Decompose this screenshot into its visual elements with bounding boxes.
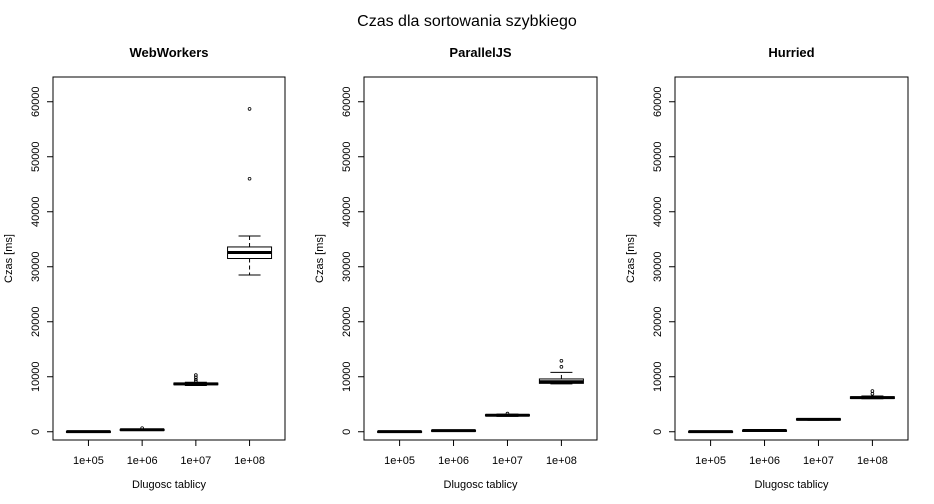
x-tick-label: 1e+07 — [180, 455, 211, 467]
x-tick-label: 1e+05 — [73, 455, 104, 467]
x-tick-label: 1e+05 — [384, 455, 415, 467]
y-tick-label: 40000 — [30, 196, 42, 227]
panel-webworkers: WebWorkers 0 10000 20000 30000 40000 50000 6000… — [3, 45, 286, 491]
outlier-point — [247, 107, 252, 111]
y-tick-label: 40000 — [652, 196, 664, 227]
x-tick-label: 1e+06 — [127, 455, 158, 467]
y-axis-label: Czas [ms] — [3, 234, 15, 283]
plot-frame — [674, 76, 909, 441]
panel-hurried: Hurried 0 10000 20000 30000 40000 50000 60000 Cz… — [625, 45, 909, 491]
y-tick-label: 10000 — [652, 361, 664, 392]
x-tick-label: 1e+07 — [492, 455, 523, 467]
y-tick-label: 20000 — [30, 306, 42, 337]
box-1e+07 — [173, 373, 219, 387]
outlier-point — [194, 377, 198, 382]
panel-title: Hurried — [768, 45, 814, 60]
panel-title: ParallelJS — [449, 45, 511, 60]
box-1e+07 — [795, 417, 841, 421]
box-1e+05 — [377, 430, 423, 434]
x-tick-label: 1e+07 — [803, 455, 834, 467]
outlier-point — [559, 358, 564, 363]
y-tick-label: 30000 — [341, 251, 353, 282]
y-tick-label: 10000 — [30, 361, 42, 392]
outlier-point — [559, 365, 564, 369]
outlier-point — [247, 176, 252, 181]
x-tick-label: 1e+05 — [695, 455, 726, 467]
box-1e+06 — [119, 426, 165, 432]
y-tick-label: 50000 — [652, 141, 664, 172]
x-axis-label: Dlugosc tablicy — [444, 479, 518, 491]
y-tick-label: 60000 — [652, 86, 664, 117]
x-tick-label: 1e+06 — [749, 455, 780, 467]
y-tick-label: 0 — [30, 429, 42, 435]
y-tick-label: 20000 — [652, 306, 664, 337]
box-1e+08 — [538, 358, 584, 385]
panel-paralleljs: ParallelJS 0 10000 20000 30000 40000 50000 6000… — [314, 45, 598, 491]
x-axis-label: Dlugosc tablicy — [132, 479, 206, 491]
x-tick-label: 1e+08 — [234, 455, 265, 467]
outlier-point — [505, 411, 510, 416]
y-tick-label: 0 — [341, 429, 353, 435]
y-tick-label: 60000 — [30, 86, 42, 117]
x-axis-label: Dlugosc tablicy — [755, 479, 829, 491]
outlier-point — [870, 389, 875, 393]
box-1e+07 — [484, 411, 530, 417]
outlier-point — [194, 379, 198, 383]
box-1e+05 — [65, 430, 111, 434]
outlier-point — [194, 375, 198, 380]
x-tick-label: 1e+08 — [546, 455, 577, 467]
x-tick-label: 1e+06 — [438, 455, 469, 467]
x-tick-label: 1e+08 — [857, 455, 888, 467]
y-axis-label: Czas [ms] — [625, 234, 637, 283]
y-tick-label: 40000 — [341, 196, 353, 227]
y-tick-label: 10000 — [341, 361, 353, 392]
y-tick-label: 60000 — [341, 86, 353, 117]
y-tick-label: 0 — [652, 429, 664, 435]
panel-title: WebWorkers — [130, 45, 209, 60]
y-tick-label: 30000 — [30, 251, 42, 282]
plot-frame — [52, 76, 286, 441]
box-1e+08 — [227, 107, 273, 276]
box-1e+06 — [431, 429, 477, 433]
y-tick-label: 50000 — [30, 141, 42, 172]
y-axis-label: Czas [ms] — [314, 234, 326, 283]
box-1e+08 — [849, 389, 895, 400]
plot-frame — [363, 76, 598, 441]
outlier-point — [140, 426, 144, 430]
box-1e+06 — [742, 429, 788, 433]
main-title: Czas dla sortowania szybkiego — [357, 13, 577, 30]
y-tick-label: 20000 — [341, 306, 353, 337]
y-tick-label: 50000 — [341, 141, 353, 172]
outlier-point — [194, 373, 198, 377]
box-1e+05 — [688, 430, 734, 434]
y-tick-label: 30000 — [652, 251, 664, 282]
